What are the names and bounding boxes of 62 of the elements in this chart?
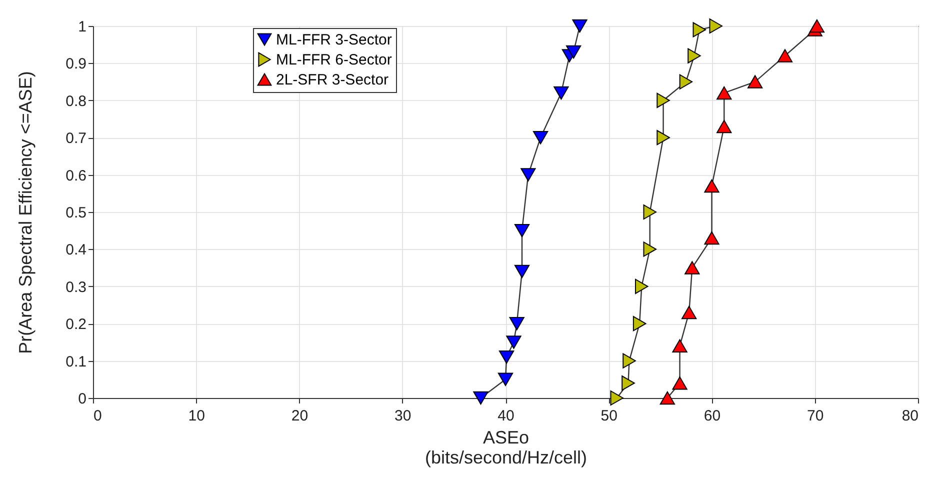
y-axis-title: Pr(Area Spectral Efficiency <=ASE) (16, 71, 36, 354)
point (572, 19, 588, 33)
point (498, 350, 514, 364)
point (632, 316, 646, 332)
point (566, 45, 582, 59)
legend-label: ML-FFR 3-Sector (276, 32, 392, 48)
x-tick-label: 80 (902, 408, 918, 424)
x-tick-label: 60 (704, 408, 721, 424)
point (681, 306, 697, 320)
point (672, 376, 688, 390)
y-tick-label: 0.4 (66, 242, 86, 259)
point (679, 74, 693, 90)
x-tick-label: 10 (188, 408, 205, 424)
point (473, 391, 488, 405)
point (716, 120, 732, 134)
point (514, 264, 530, 278)
point (622, 353, 636, 368)
x-tick-label: 50 (600, 408, 618, 424)
point (656, 92, 670, 108)
y-tick-label: 0.7 (66, 130, 86, 148)
point (643, 204, 656, 220)
point (643, 242, 656, 257)
point (716, 86, 732, 100)
y-tick-label: 1 (78, 18, 86, 36)
point (635, 278, 648, 294)
point (532, 130, 548, 144)
x-tick-label: 40 (498, 408, 514, 424)
point (656, 130, 670, 146)
point (554, 86, 569, 100)
y-tick-label: 0.9 (66, 56, 86, 73)
y-tick-label: 0.2 (66, 316, 86, 334)
point (672, 339, 688, 353)
y-tick-label: 0.3 (66, 278, 86, 296)
y-tick-label: 0 (78, 390, 86, 408)
y-tick-label: 0.6 (66, 167, 86, 184)
y-tick-label: 0.8 (66, 92, 86, 110)
point (809, 19, 825, 33)
x-tick-label: 70 (807, 408, 824, 424)
legend-label: ML-FFR 6-Sector (276, 52, 392, 68)
point (777, 49, 793, 62)
point (692, 22, 706, 38)
point (610, 390, 624, 406)
point (704, 179, 720, 193)
point (520, 168, 536, 182)
point (660, 391, 675, 405)
point (704, 231, 720, 245)
point (509, 316, 524, 330)
point (622, 376, 635, 391)
y-tick-label: 0.1 (66, 353, 86, 370)
legend-label: 2L-SFR 3-Sector (276, 72, 389, 88)
point (498, 372, 514, 386)
point (684, 261, 700, 274)
point (506, 336, 522, 349)
point (688, 48, 701, 64)
x-axis-title: ASEo (bits/second/Hz/cell) (424, 428, 588, 468)
y-tick-label: 0.5 (66, 204, 86, 222)
x-tick-label: 30 (394, 408, 412, 424)
x-tick-label: 0 (94, 408, 102, 424)
x-tick-label: 20 (291, 408, 308, 424)
point (514, 224, 530, 238)
point (747, 75, 763, 88)
point (709, 18, 722, 34)
